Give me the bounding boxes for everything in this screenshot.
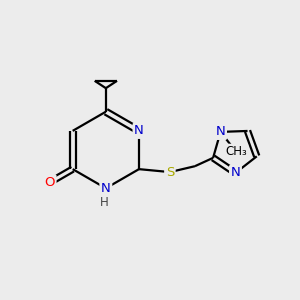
Text: N: N	[101, 182, 111, 195]
Text: S: S	[166, 166, 174, 178]
Text: N: N	[216, 125, 225, 138]
Text: H: H	[100, 196, 109, 209]
Text: N: N	[134, 124, 144, 137]
Text: O: O	[44, 176, 55, 189]
Text: CH₃: CH₃	[225, 145, 247, 158]
Text: N: N	[231, 167, 240, 179]
